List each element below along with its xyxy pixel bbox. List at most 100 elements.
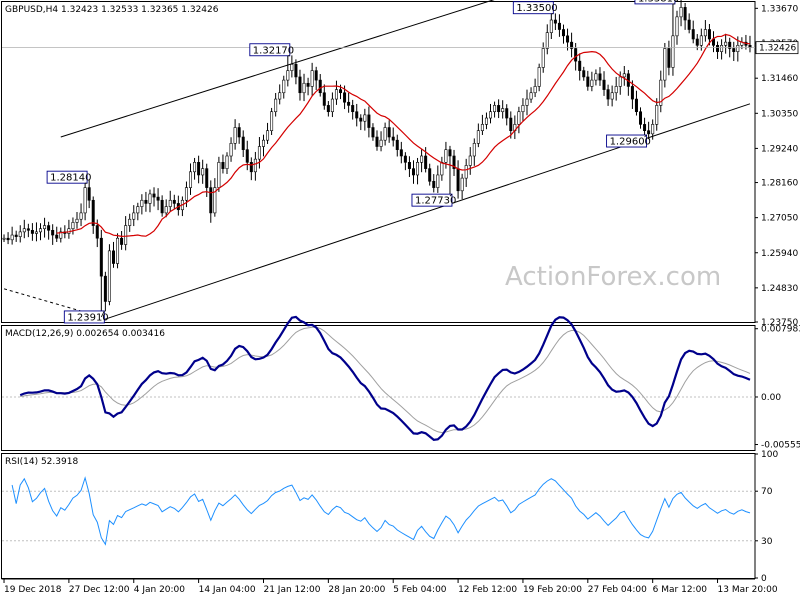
candle-body xyxy=(95,225,99,239)
candle-body xyxy=(347,101,351,106)
candle-body xyxy=(671,35,675,68)
candle-body xyxy=(339,89,343,94)
candle-body xyxy=(371,127,375,138)
x-tick-label: 6 Mar 12:00 xyxy=(653,585,708,595)
candle-body xyxy=(606,89,610,100)
x-tick-label: 5 Feb 04:00 xyxy=(393,585,447,595)
price-annotation-label: 1.28140 xyxy=(50,173,91,184)
price-y-tick-label: 1.28160 xyxy=(761,179,798,189)
price-y-tick-label: 1.29240 xyxy=(761,144,798,154)
candle-body xyxy=(614,86,618,94)
candle-body xyxy=(517,111,521,125)
rsi-pane-title: RSI(14) 52.3918 xyxy=(5,457,78,467)
candle-body xyxy=(172,199,176,204)
x-tick-label: 19 Dec 2018 xyxy=(4,585,62,595)
candle-body xyxy=(557,22,561,30)
price-y-tick-label: 1.30350 xyxy=(761,109,798,119)
candle-body xyxy=(403,155,407,163)
price-annotation-box xyxy=(634,0,676,5)
candle-body xyxy=(667,48,671,68)
x-tick-label: 12 Feb 12:00 xyxy=(458,585,517,595)
candle-body xyxy=(651,124,655,135)
candle-body xyxy=(497,105,501,113)
candle-body xyxy=(298,76,302,94)
candle-body xyxy=(716,45,720,52)
candle-body xyxy=(237,127,241,138)
candle-body xyxy=(537,67,541,87)
price-y-tick-label: 1.33670 xyxy=(761,4,798,14)
candle-body xyxy=(116,237,120,264)
price-y-tick-label: 1.24830 xyxy=(761,284,798,294)
price-annotation-box xyxy=(606,134,648,148)
candle-body xyxy=(444,149,448,163)
price-annotation-label: 1.33500 xyxy=(516,3,557,14)
candle-body xyxy=(140,199,144,207)
candle-body xyxy=(509,117,513,131)
candle-body xyxy=(164,206,168,214)
candle-body xyxy=(205,168,209,188)
x-tick-label: 28 Jan 20:00 xyxy=(328,585,385,595)
rsi-y-tick-label: 100 xyxy=(761,450,778,460)
candle-body xyxy=(83,187,87,214)
rsi-y-tick-label: 70 xyxy=(761,487,773,497)
candle-body xyxy=(217,162,221,188)
candle-body xyxy=(18,231,22,237)
candle-body xyxy=(464,165,468,179)
candle-body xyxy=(55,234,59,239)
candle-body xyxy=(411,168,415,176)
candle-body xyxy=(233,127,237,144)
candle-body xyxy=(456,168,460,192)
candle-body xyxy=(334,89,338,100)
price-y-tick-label: 1.31460 xyxy=(761,74,798,84)
rsi-y-tick-label: 0 xyxy=(761,574,767,584)
candle-body xyxy=(570,41,574,49)
candle-body xyxy=(472,143,476,157)
candle-body xyxy=(152,193,156,198)
last-price-label: 1.32426 xyxy=(759,44,796,54)
candle-body xyxy=(124,225,128,245)
candle-body xyxy=(144,199,148,204)
x-tick-label: 27 Dec 12:00 xyxy=(69,585,130,595)
candle-body xyxy=(221,162,225,169)
candle-body xyxy=(687,19,691,30)
last-price-box xyxy=(755,41,799,55)
candle-body xyxy=(416,162,420,176)
price-annotation-box xyxy=(46,170,88,184)
candle-body xyxy=(51,230,55,236)
candle-body xyxy=(294,63,298,78)
candle-body xyxy=(724,41,728,46)
candle-body xyxy=(630,86,634,100)
macd-y-tick-label: -0.005559 xyxy=(761,441,800,451)
candle-body xyxy=(566,35,570,43)
candle-body xyxy=(14,234,18,237)
x-tick-label: 4 Jan 20:00 xyxy=(134,585,186,595)
candle-body xyxy=(359,117,363,122)
price-annotation-box xyxy=(411,193,453,207)
candle-body xyxy=(10,234,14,241)
price-annotation-box xyxy=(249,43,291,57)
price-annotation-label: 1.29600 xyxy=(610,137,651,148)
candle-body xyxy=(683,7,687,21)
price-annotation-box xyxy=(63,310,105,324)
candle-body xyxy=(399,149,403,157)
candle-body xyxy=(306,82,310,87)
candle-body xyxy=(30,230,34,234)
candle-body xyxy=(367,114,371,128)
candle-body xyxy=(330,98,334,113)
candle-body xyxy=(387,127,391,138)
candle-body xyxy=(6,237,10,241)
candle-body xyxy=(310,70,314,87)
candle-body xyxy=(695,38,699,46)
candle-body xyxy=(452,155,456,169)
price-annotation-label: 1.33810 xyxy=(638,0,679,4)
x-tick-label: 14 Jan 04:00 xyxy=(199,585,256,595)
candle-body xyxy=(266,130,270,141)
candle-body xyxy=(448,149,452,157)
channel-upper-line xyxy=(60,0,495,138)
candle-body xyxy=(602,79,606,90)
x-tick-label: 19 Feb 20:00 xyxy=(523,585,582,595)
price-y-tick-label: 1.23750 xyxy=(761,318,798,328)
x-tick-label: 21 Jan 12:00 xyxy=(263,585,320,595)
macd-pane-title: MACD(12,26,9) 0.002654 0.003416 xyxy=(5,329,165,339)
